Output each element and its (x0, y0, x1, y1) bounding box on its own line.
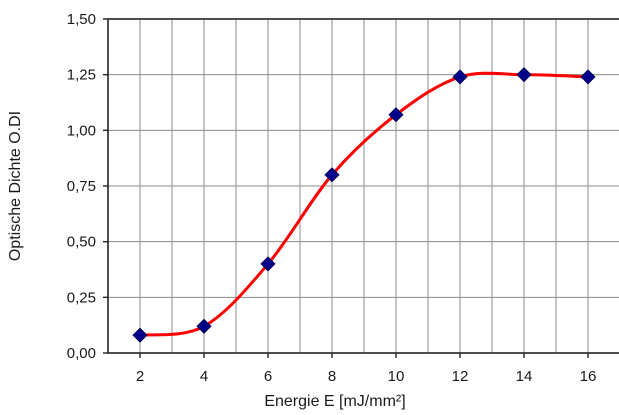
data-point-markers (132, 67, 596, 343)
y-tick-label: 1,00 (67, 122, 96, 139)
x-tick-label: 2 (136, 368, 144, 385)
y-axis-title: Optische Dichte O.DI (7, 111, 24, 261)
x-tick-label: 14 (516, 368, 533, 385)
x-tick-label: 12 (452, 368, 469, 385)
data-point (452, 69, 468, 85)
x-axis-title: Energie E [mJ/mm²] (264, 393, 405, 410)
grid-lines (108, 19, 619, 353)
data-point (324, 167, 340, 183)
y-tick-label: 1,25 (67, 67, 96, 84)
data-point (132, 327, 148, 343)
x-tick-label: 6 (264, 368, 272, 385)
data-point (388, 107, 404, 123)
x-tick-labels: 2 4 6 8 10 12 14 16 (136, 353, 597, 385)
y-tick-label: 0,75 (67, 178, 96, 195)
x-tick-label: 4 (200, 368, 208, 385)
y-tick-label: 1,50 (67, 11, 96, 28)
series-line (139, 71, 589, 337)
data-point (260, 256, 276, 272)
y-tick-label: 0,25 (67, 289, 96, 306)
data-point (580, 69, 596, 85)
y-tick-labels: 0,00 0,25 0,50 0,75 1,00 1,25 1,50 (67, 11, 108, 362)
data-point (516, 67, 532, 83)
x-tick-label: 16 (580, 368, 597, 385)
x-tick-label: 8 (328, 368, 336, 385)
data-point (196, 318, 212, 334)
y-tick-label: 0,00 (67, 345, 96, 362)
x-tick-label: 10 (388, 368, 405, 385)
y-tick-label: 0,50 (67, 234, 96, 251)
